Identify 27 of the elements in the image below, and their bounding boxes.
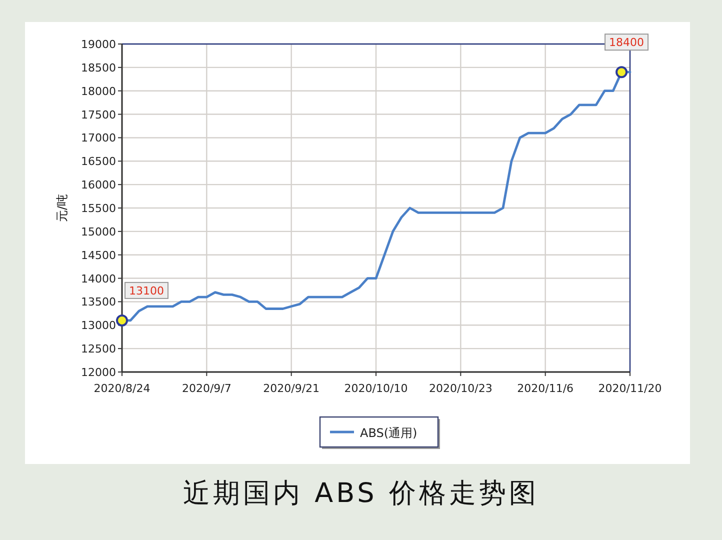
y-tick-label: 17000 — [81, 132, 116, 145]
data-label: 18400 — [609, 36, 644, 50]
x-tick-label: 2020/10/10 — [344, 382, 408, 395]
y-axis-title: 元/吨 — [55, 194, 69, 222]
x-tick-label: 2020/9/7 — [182, 382, 232, 395]
legend-label: ABS(通用) — [360, 426, 418, 440]
text: 近期国内 ABS 价格走势图 — [183, 478, 539, 509]
data-label: 13100 — [129, 284, 164, 298]
y-tick-label: 16500 — [81, 155, 116, 168]
x-tick-label: 2020/11/20 — [598, 382, 662, 395]
y-tick-label: 18500 — [81, 61, 116, 74]
y-tick-label: 12000 — [81, 366, 116, 379]
y-tick-label: 15500 — [81, 202, 116, 215]
x-tick-label: 2020/9/21 — [263, 382, 320, 395]
x-tick-label: 2020/11/6 — [517, 382, 574, 395]
y-tick-label: 13500 — [81, 296, 116, 309]
y-tick-label: 14000 — [81, 272, 116, 286]
y-tick-label: 17500 — [81, 108, 116, 122]
y-tick-label: 13000 — [81, 319, 116, 332]
y-tick-label: 19000 — [81, 38, 116, 51]
y-tick-label: 16000 — [81, 178, 116, 192]
x-tick-label: 2020/8/24 — [94, 382, 150, 395]
y-tick-label: 15000 — [81, 225, 116, 238]
y-tick-label: 14500 — [81, 248, 116, 262]
y-tick-label: 12500 — [81, 342, 116, 356]
y-tick-label: 18000 — [81, 84, 116, 98]
x-tick-label: 2020/10/23 — [428, 382, 492, 395]
